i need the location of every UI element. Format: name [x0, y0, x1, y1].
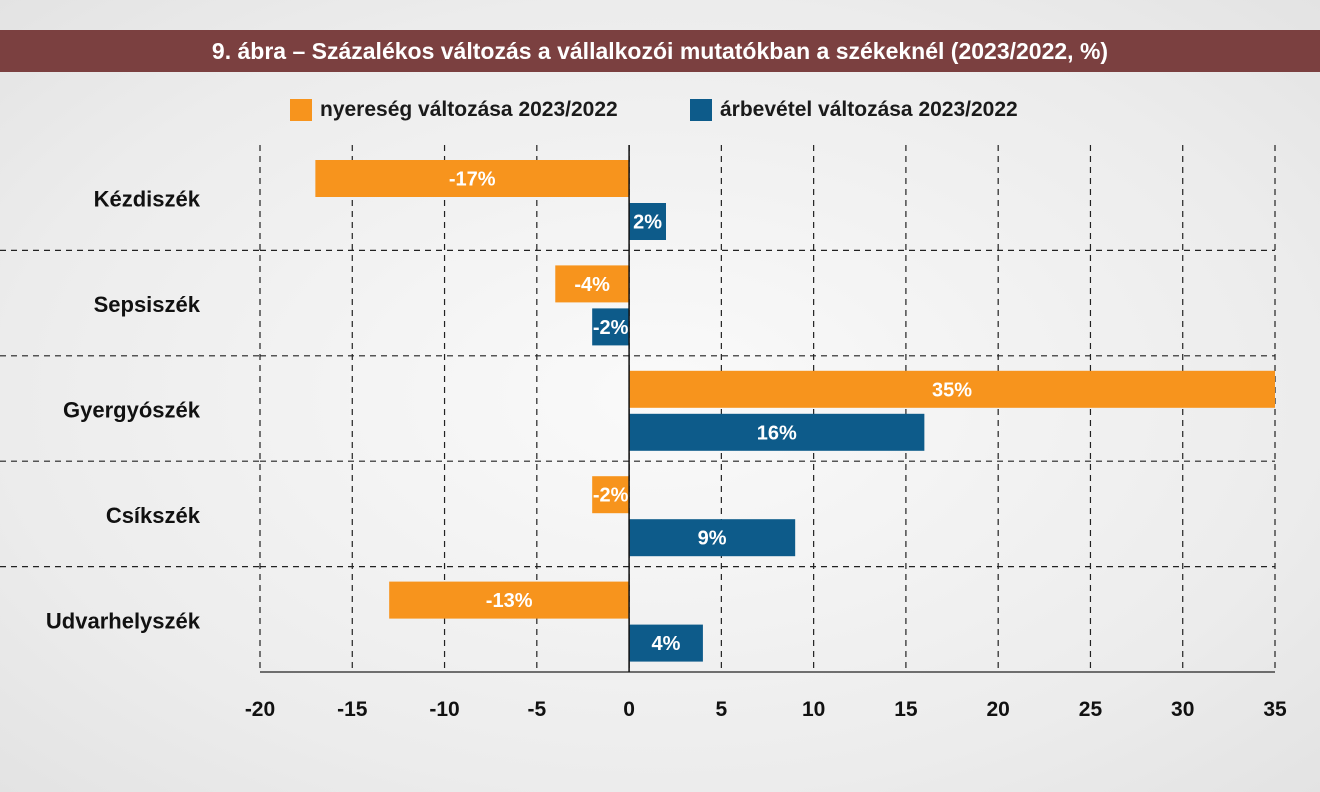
x-tick-label-6: 10 [802, 698, 825, 721]
bar-label-s0-2: 35% [932, 379, 972, 401]
legend-swatch-profit [290, 99, 312, 121]
bar-label-s0-4: -13% [486, 590, 533, 612]
x-tick-label-3: -5 [527, 698, 546, 721]
category-label-4: Udvarhelyszék [46, 608, 201, 633]
bar-label-s1-3: 9% [698, 528, 727, 550]
x-tick-label-9: 25 [1079, 698, 1103, 721]
bar-label-s0-1: -4% [574, 274, 610, 296]
bar-s1-2 [629, 413, 925, 451]
bar-s0-2 [629, 370, 1275, 408]
bar-label-s1-2: 16% [757, 422, 797, 444]
x-tick-label-10: 30 [1171, 698, 1194, 721]
chart-title: 9. ábra – Százalékos változás a vállalko… [211, 37, 1109, 64]
bar-s1-1 [592, 308, 630, 346]
category-label-1: Sepsiszék [94, 292, 201, 317]
legend-item-revenue: árbevétel változása 2023/2022 [690, 96, 1018, 124]
category-label-0: Kézdiszék [94, 187, 201, 212]
bar-s1-3 [629, 519, 796, 557]
bar-label-s1-4: 4% [652, 633, 681, 655]
bar-label-s1-1: -2% [593, 317, 629, 339]
x-tick-label-2: -10 [429, 698, 459, 721]
bar-s0-3 [592, 476, 630, 514]
x-tick-label-11: 35 [1263, 698, 1287, 721]
x-tick-label-5: 5 [716, 698, 728, 721]
chart-title-bar: 9. ábra – Százalékos változás a vállalko… [0, 30, 1320, 72]
bar-s0-1 [555, 265, 630, 303]
bar-s0-0 [315, 160, 630, 197]
bar-label-s0-3: -2% [593, 485, 629, 507]
category-label-3: Csíkszék [106, 503, 201, 528]
legend-label-revenue: árbevétel változása 2023/2022 [720, 98, 1018, 121]
legend-swatch-revenue [690, 99, 712, 121]
legend-label-profit: nyereség változása 2023/2022 [320, 98, 618, 121]
bar-label-s1-0: 2% [633, 212, 662, 234]
x-tick-label-4: 0 [623, 698, 635, 721]
category-label-2: Gyergyószék [63, 398, 201, 423]
x-tick-label-7: 15 [894, 698, 918, 721]
bar-s1-4 [629, 624, 703, 662]
x-tick-label-0: -20 [245, 698, 275, 721]
bar-s0-4 [389, 581, 630, 619]
bar-label-s0-0: -17% [449, 169, 496, 191]
x-tick-label-1: -15 [337, 698, 368, 721]
x-tick-label-8: 20 [987, 698, 1010, 721]
legend-item-profit: nyereség változása 2023/2022 [290, 96, 618, 124]
bar-s1-0 [629, 203, 666, 240]
